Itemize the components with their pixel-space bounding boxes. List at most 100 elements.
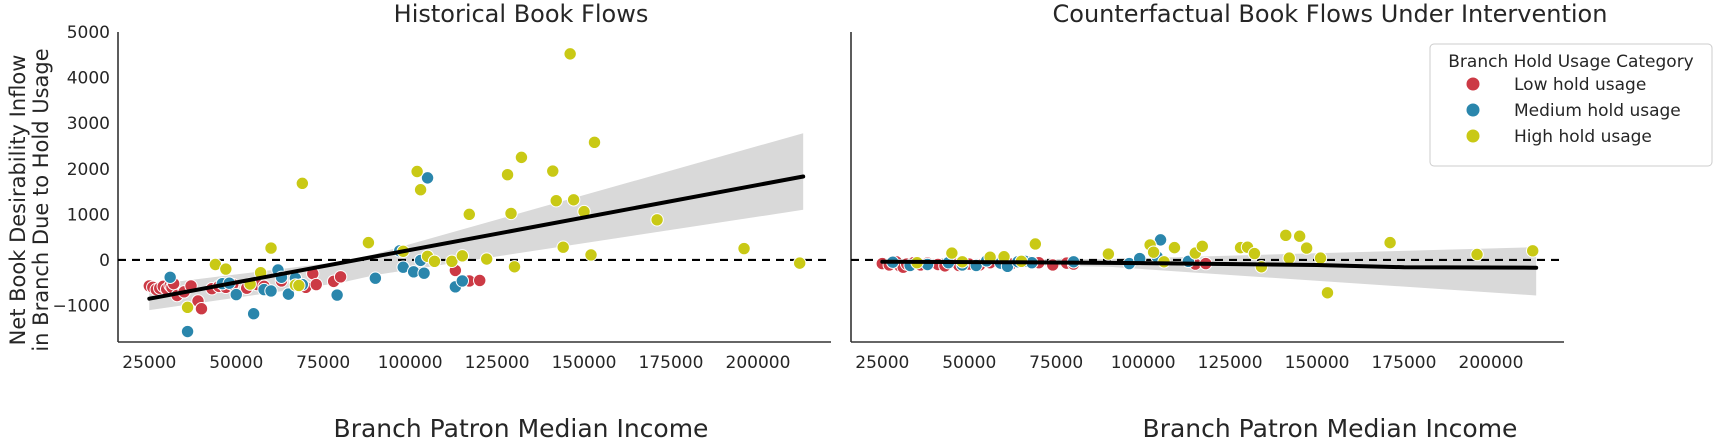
x-tick-label: 25000 [855,353,909,373]
plot-area: 25000 50000 75000 100000 125000 150000 175000 2… [850,32,1564,373]
medium-hold-point [368,271,383,285]
high-hold-point [1470,247,1484,262]
x-axis-label: Branch Patron Median Income [334,414,709,438]
high-hold-point [587,135,602,150]
high-hold-point [427,254,442,269]
low-hold-point [309,277,323,292]
high-hold-point [180,300,195,315]
high-hold-point [479,252,494,266]
x-tick-label: 125000 [465,353,530,373]
x-tick-label: 100000 [1111,353,1176,373]
medium-hold-point [264,284,278,298]
medium-hold-point [229,287,243,302]
high-hold-point [500,167,515,182]
confidence-band [149,133,804,311]
high-hold-point [737,241,751,256]
high-hold-point [1146,245,1161,259]
legend-marker-medium [1465,102,1481,118]
high-hold-point [1279,228,1293,243]
high-hold-point [1292,229,1307,243]
y-tick-label: −1000 [52,297,110,317]
high-hold-point [410,164,424,179]
low-hold-point [194,302,209,316]
medium-hold-point [180,324,195,339]
y-tick-label: 4000 [67,69,110,89]
high-hold-point [1101,247,1116,261]
y-tick-label: 2000 [67,160,110,180]
high-hold-point [514,150,529,165]
y-axis-label-line-2: in Branch Due to Hold Usage [29,48,53,351]
high-hold-point [445,254,459,269]
high-hold-point [556,240,570,254]
y-tick-label: 0 [99,251,110,271]
y-axis-label: Net Book Desirability Inflow in Branch D… [6,48,53,351]
legend-items: Low hold usage Medium hold usage High hold… [1465,75,1681,147]
high-hold-point [462,207,476,222]
plot-area: 25000 50000 75000 100000 125000 150000 175000 2… [52,23,831,373]
high-hold-point [1383,235,1397,250]
x-tick-label: 75000 [1029,353,1083,373]
x-tick-label: 175000 [639,353,704,373]
chart-title: Historical Book Flows [394,0,649,28]
y-tick-label: 3000 [67,114,110,134]
high-hold-point [1313,251,1328,265]
high-hold-point [584,248,598,262]
low-hold-point [333,270,348,284]
medium-hold-point [455,274,470,288]
high-hold-point [1299,241,1314,255]
high-hold-point [413,183,428,197]
high-hold-point [361,235,376,250]
x-tick-label: 50000 [209,353,263,373]
legend-marker-high [1465,128,1481,144]
x-tick-label: 125000 [1198,353,1263,373]
x-tick-label: 50000 [942,353,996,373]
trend-line [147,174,806,301]
y-axis-label-line-1: Net Book Desirability Inflow [6,55,30,346]
high-hold-point [1167,240,1182,255]
medium-hold-point [246,307,261,321]
high-hold-point [546,164,560,178]
legend: Branch Hold Usage Category Low hold usag… [1429,43,1713,167]
x-tick-label: 25000 [122,353,176,373]
high-hold-point [507,260,522,274]
legend-marker-low [1465,76,1481,92]
legend-label-medium: Medium hold usage [1514,101,1681,121]
x-tick-label: 200000 [1459,353,1524,373]
legend-title: Branch Hold Usage Category [1448,52,1694,72]
counterfactual-panel: Counterfactual Book Flows Under Interven… [850,0,1608,438]
low-hold-point [473,273,487,288]
high-hold-point [1195,239,1209,253]
legend-label-low: Low hold usage [1514,75,1646,95]
high-hold-point [219,262,233,276]
medium-hold-point [281,287,296,301]
legend-label-high: High hold usage [1514,127,1652,147]
high-hold-point [1247,246,1262,261]
historical-panel: Historical Book Flows Net Book Desirabil… [6,0,831,438]
high-hold-point [945,246,959,260]
x-tick-label: 200000 [726,353,791,373]
medium-hold-point [420,171,435,185]
high-hold-point [549,193,563,208]
high-hold-point [792,256,807,270]
high-hold-point [504,206,518,221]
medium-hold-point [330,288,344,302]
x-tick-label: 150000 [552,353,617,373]
high-hold-point [292,278,306,293]
high-hold-point [1282,251,1296,265]
medium-hold-point [163,270,177,284]
x-tick-label: 175000 [1372,353,1437,373]
legend-frame [1429,43,1713,167]
x-tick-label: 75000 [296,353,350,373]
high-hold-point [566,193,581,207]
high-hold-point [455,249,470,263]
x-axis-label: Branch Patron Median Income [1143,414,1518,438]
high-hold-point [295,176,310,191]
high-hold-point [1525,244,1540,258]
x-tick-label: 100000 [378,353,443,373]
high-hold-point [563,47,577,61]
chart-title: Counterfactual Book Flows Under Interven… [1053,0,1608,28]
high-hold-point [650,213,664,227]
x-tick-label: 150000 [1285,353,1350,373]
trend-line [880,259,1539,270]
